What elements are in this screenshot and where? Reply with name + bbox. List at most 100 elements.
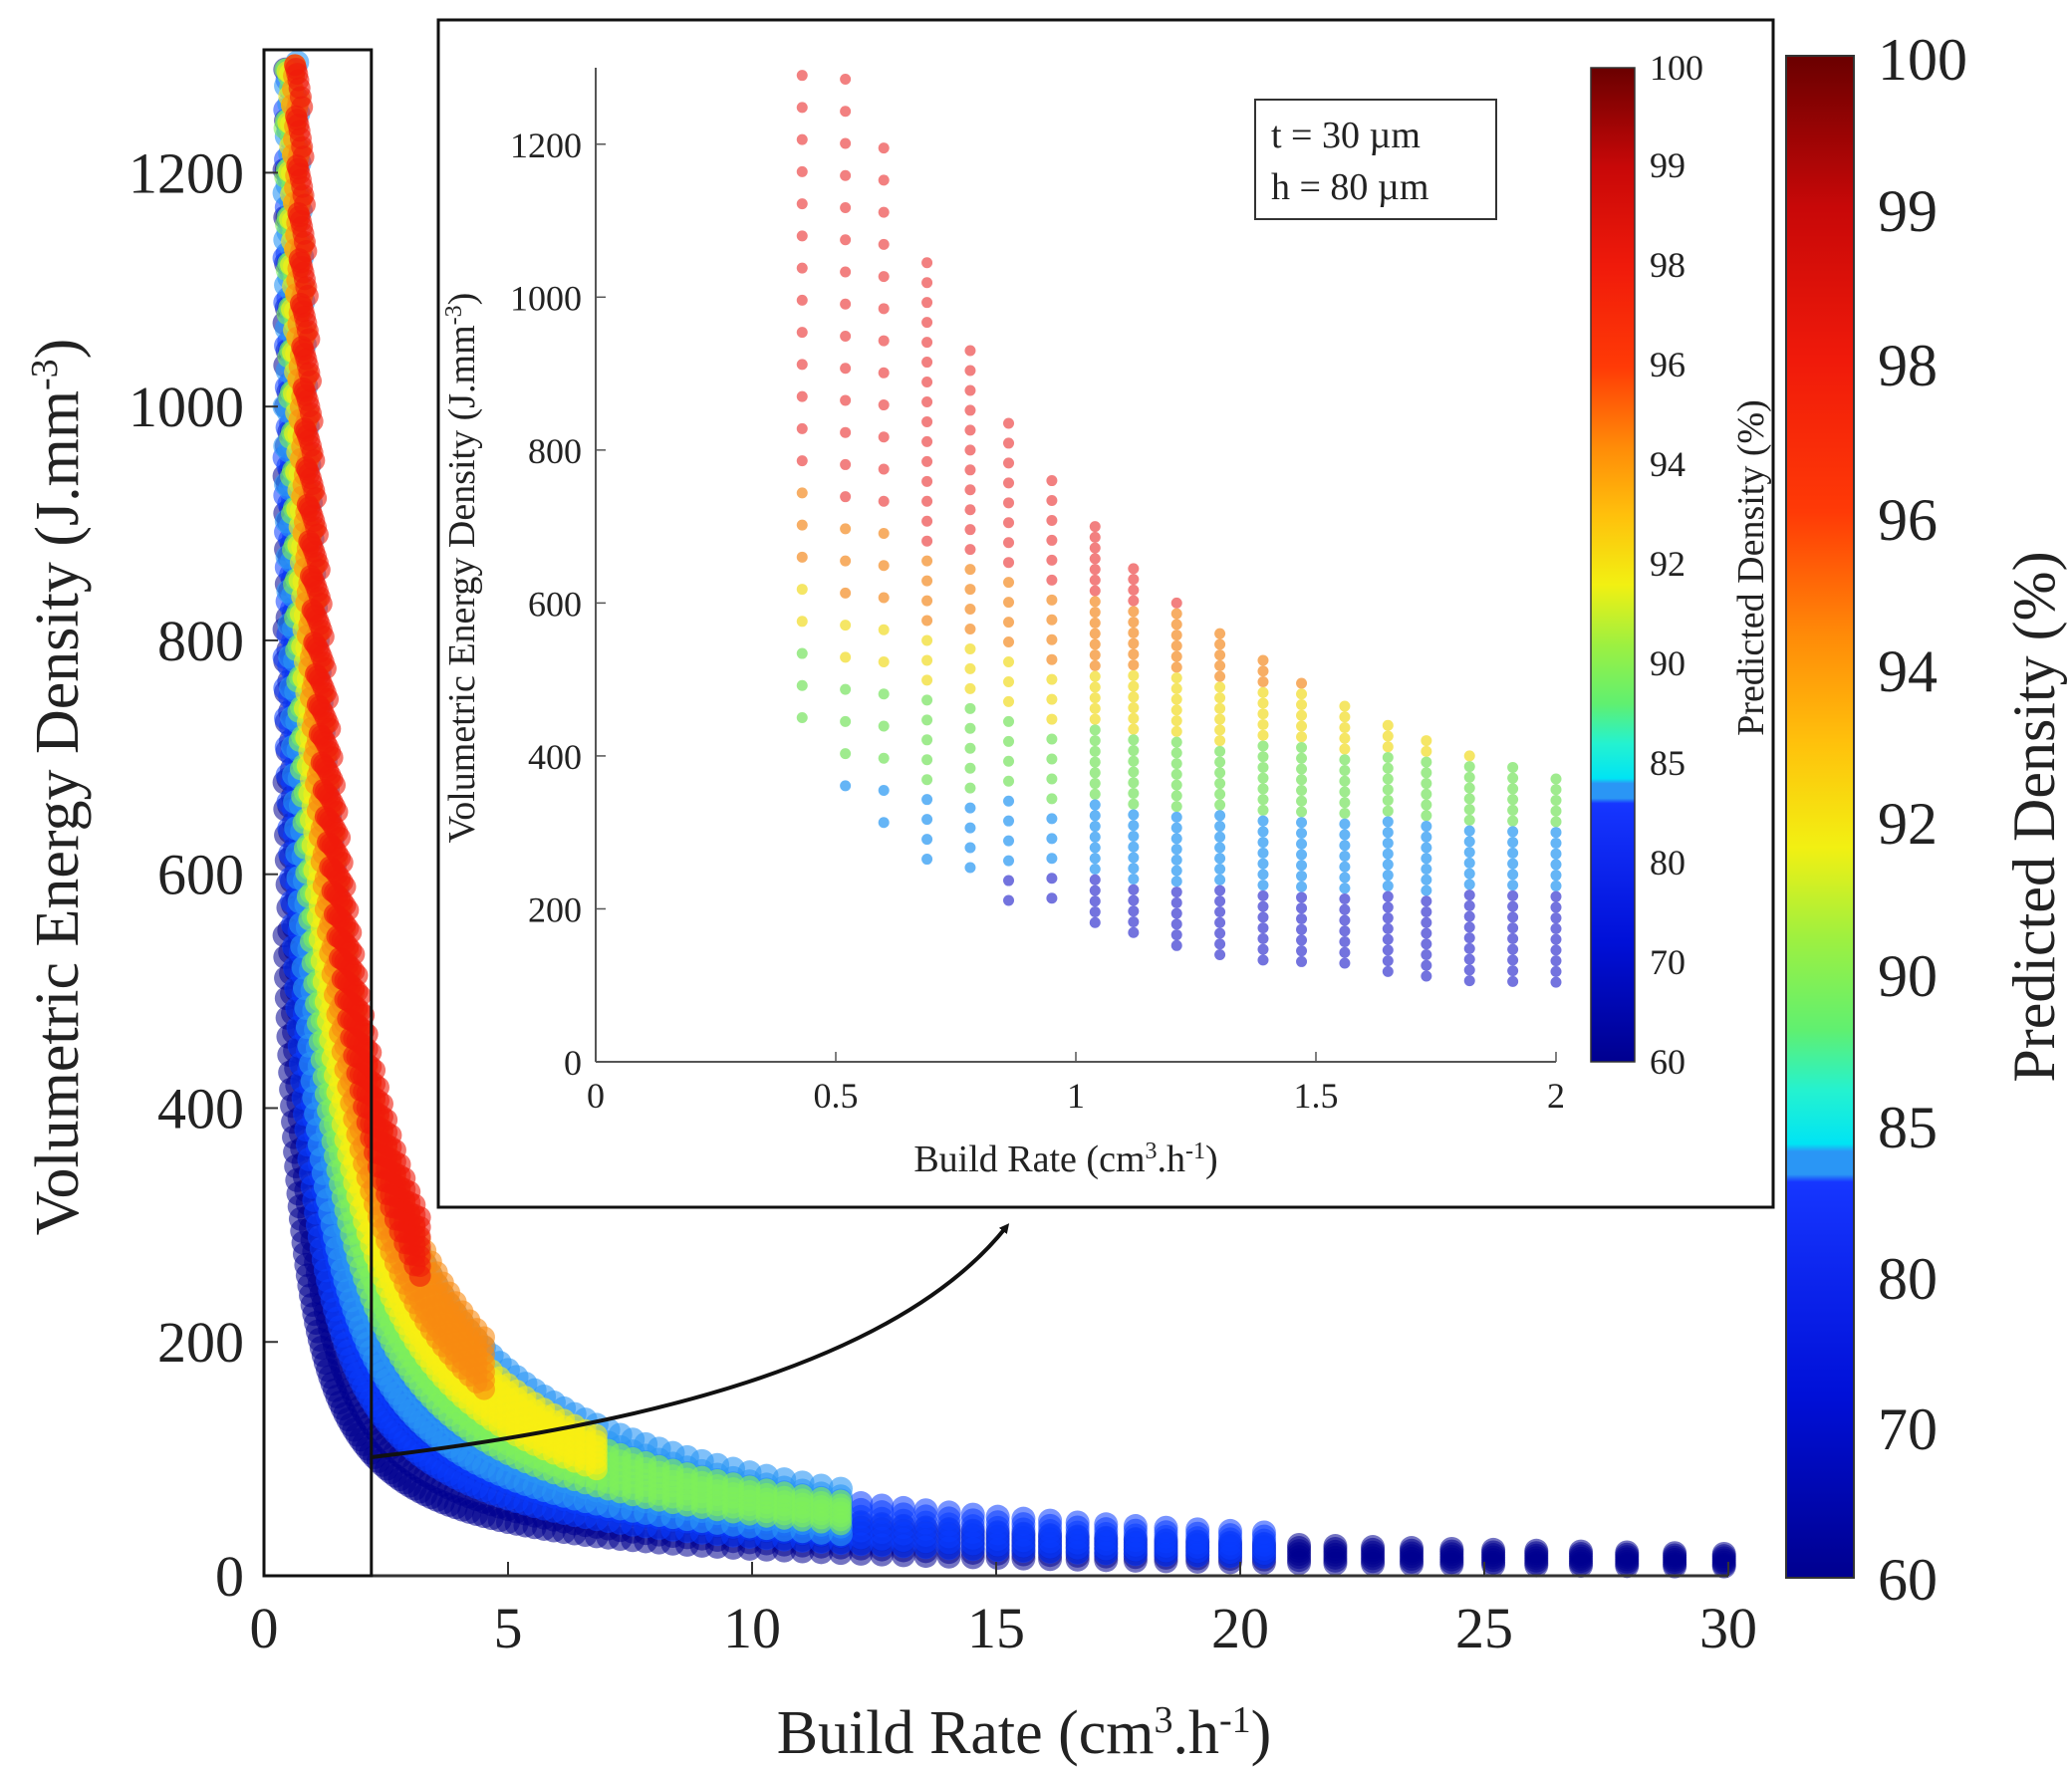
inset-point [1296, 912, 1308, 924]
inset-point [1507, 837, 1519, 849]
inset-point [1003, 517, 1015, 529]
inset-point [878, 431, 890, 443]
inset-point-column-17 [1507, 761, 1519, 987]
inset-point [1046, 633, 1058, 645]
inset-point [1339, 872, 1351, 884]
inset-point [1421, 938, 1432, 950]
inset-point [1463, 975, 1475, 987]
inset-point [878, 592, 890, 604]
inset-point [1257, 911, 1269, 923]
inset-point [921, 555, 933, 567]
inset-point [964, 742, 976, 754]
inset-point [921, 774, 933, 786]
main-point [1663, 1541, 1687, 1566]
inset-point [1214, 659, 1226, 671]
inset-point [878, 528, 890, 540]
inset-point [1296, 902, 1308, 914]
inset-point [878, 463, 890, 475]
inset-point [1296, 870, 1308, 882]
inset-point [840, 266, 852, 278]
inset-point [921, 535, 933, 547]
inset-point [921, 674, 933, 686]
inset-point [1296, 923, 1308, 935]
inset-point [1257, 783, 1269, 795]
inset-point-column-7 [1089, 521, 1101, 928]
inset-point [796, 327, 808, 339]
inset-point [1421, 853, 1432, 865]
inset-point [1128, 627, 1140, 638]
inset-point [1128, 648, 1140, 660]
main-point [305, 487, 328, 510]
inset-point [1170, 907, 1182, 919]
inset-point [1170, 715, 1182, 727]
main-point [324, 774, 347, 797]
inset-point [840, 620, 852, 632]
main-y-label-sup: -3 [24, 359, 66, 390]
inset-point [1382, 773, 1394, 785]
inset-point [1214, 713, 1226, 725]
inset-point-column-9 [1170, 597, 1182, 951]
inset-point [1550, 901, 1562, 913]
inset-point [964, 544, 976, 556]
inset-point [1089, 756, 1101, 768]
inset-point [1003, 875, 1015, 886]
inset-point [1214, 885, 1226, 896]
main-point [936, 1500, 961, 1525]
inset-point [1257, 718, 1269, 730]
main-point [303, 449, 326, 472]
inset-point [921, 575, 933, 587]
inset-y-label-text: Volumetric Energy Density (J.mm [441, 325, 483, 843]
inset-point [1257, 665, 1269, 677]
main-colorbar-tick-label-8: 98 [1878, 333, 1938, 398]
inset-point [1128, 637, 1140, 649]
inset-point [1507, 869, 1519, 881]
inset-point [1339, 818, 1351, 830]
inset-point [1128, 574, 1140, 586]
inset-colorbar-tick-label-1: 70 [1650, 942, 1685, 982]
inset-point [921, 814, 933, 826]
main-point [1323, 1534, 1348, 1559]
inset-point [796, 647, 808, 659]
inset-point [1421, 745, 1432, 757]
inset-point [840, 715, 852, 727]
inset-point [964, 822, 976, 834]
main-point [299, 370, 322, 392]
inset-point [1339, 957, 1351, 969]
inset-point [1463, 868, 1475, 880]
inset-point [1046, 614, 1058, 626]
inset-point [1128, 916, 1140, 928]
inset-point [1382, 859, 1394, 871]
inset-point [1296, 891, 1308, 903]
inset-point [1382, 837, 1394, 849]
main-point [298, 328, 321, 351]
main-point [329, 826, 352, 849]
inset-point [840, 234, 852, 246]
inset-point [1170, 886, 1182, 898]
inset-point [840, 748, 852, 760]
inset-point [921, 595, 933, 607]
inset-x-label-sup2: -1 [1185, 1138, 1205, 1164]
inset-point [1463, 750, 1475, 762]
inset-frame [436, 18, 1775, 1209]
inset-point [1003, 835, 1015, 847]
inset-point [964, 345, 976, 357]
inset-point [1003, 855, 1015, 867]
inset-point [1170, 854, 1182, 866]
inset-point [1003, 617, 1015, 629]
inset-point [1382, 933, 1394, 945]
inset-point [1128, 894, 1140, 906]
main-point [1287, 1533, 1312, 1558]
inset-point [840, 201, 852, 213]
inset-point [1128, 755, 1140, 767]
inset-point [1170, 704, 1182, 716]
main-point-band [284, 54, 431, 1287]
inset-point [1507, 943, 1519, 955]
inset-point [1214, 692, 1226, 704]
inset-point [1257, 826, 1269, 838]
inset-point [1296, 945, 1308, 957]
inset-point [1339, 700, 1351, 712]
inset-point [1382, 741, 1394, 753]
inset-point [1550, 837, 1562, 849]
main-point [319, 717, 342, 740]
